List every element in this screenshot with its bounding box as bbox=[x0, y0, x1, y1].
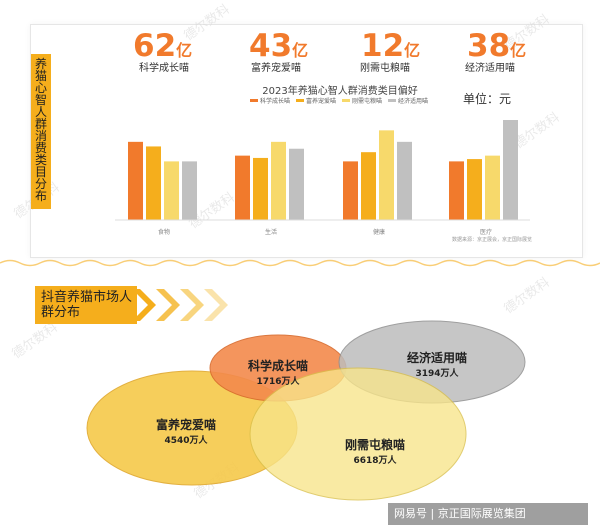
side-title: 养猫心智人群消费类目分布 bbox=[35, 57, 48, 203]
legend-label: 科学成长喵 bbox=[260, 98, 291, 105]
chart-title: 2023年养猫心智人群消费类目偏好 bbox=[262, 86, 418, 97]
watermark: 德尔数科 bbox=[501, 275, 553, 318]
bar-健康-0 bbox=[343, 161, 358, 220]
venn-label: 经济适用喵 3194万人 bbox=[392, 349, 482, 379]
venn-label-name: 富养宠爱喵 bbox=[155, 418, 216, 432]
legend-swatch bbox=[296, 99, 305, 102]
bar-医疗-1 bbox=[467, 159, 482, 220]
legend-item: 刚需屯粮喵 bbox=[342, 96, 382, 105]
bar-健康-1 bbox=[361, 152, 376, 220]
stat-value: 43亿 bbox=[249, 28, 309, 64]
bar-医疗-3 bbox=[503, 120, 518, 220]
stat-label: 刚需屯粮喵 bbox=[360, 63, 410, 74]
legend-swatch bbox=[388, 99, 397, 102]
bar-医疗-2 bbox=[485, 155, 500, 220]
stat-value: 12亿 bbox=[361, 28, 421, 64]
bar-chart bbox=[115, 120, 530, 221]
unit-label: 单位：元 bbox=[463, 92, 512, 106]
bar-健康-2 bbox=[379, 130, 394, 220]
source-note: 数据来源：京正展会，京正国际展览 bbox=[452, 237, 533, 243]
venn-label-name: 科学成长喵 bbox=[247, 359, 308, 373]
venn-label-count: 3194万人 bbox=[415, 369, 459, 379]
category-label: 食物 bbox=[157, 229, 170, 236]
stat-label: 科学成长喵 bbox=[139, 63, 189, 74]
legend-label: 刚需屯粮喵 bbox=[352, 98, 383, 105]
category-label: 生活 bbox=[264, 229, 277, 236]
stat-value: 38亿 bbox=[467, 28, 527, 64]
bar-食物-0 bbox=[128, 141, 143, 220]
legend-item: 富养宠爱喵 bbox=[296, 96, 336, 105]
venn-label-name: 经济适用喵 bbox=[406, 351, 467, 365]
stat-label: 富养宠爱喵 bbox=[251, 63, 301, 74]
category-label: 医疗 bbox=[479, 229, 492, 236]
legend-label: 富养宠爱喵 bbox=[306, 98, 337, 105]
bar-健康-3 bbox=[397, 141, 412, 220]
bar-生活-2 bbox=[271, 141, 286, 220]
bar-生活-0 bbox=[235, 155, 250, 220]
venn-label: 科学成长喵 1716万人 bbox=[238, 357, 318, 387]
divider-wave bbox=[0, 259, 600, 267]
bar-生活-3 bbox=[289, 148, 304, 220]
legend-item: 科学成长喵 bbox=[250, 96, 290, 105]
bar-食物-2 bbox=[164, 161, 179, 220]
stat-value: 62亿 bbox=[133, 28, 193, 64]
venn-label-count: 4540万人 bbox=[164, 436, 208, 446]
category-label: 健康 bbox=[372, 229, 385, 236]
venn-label-count: 1716万人 bbox=[256, 377, 300, 387]
venn-label-name: 刚需屯粮喵 bbox=[344, 438, 405, 452]
venn-circle-gangxu bbox=[249, 367, 467, 501]
bar-食物-1 bbox=[146, 146, 161, 220]
venn-label-count: 6618万人 bbox=[353, 456, 397, 466]
legend-swatch bbox=[250, 99, 258, 102]
legend-swatch bbox=[342, 99, 351, 102]
legend-item: 经济适用喵 bbox=[388, 96, 428, 105]
chart-legend: 科学成长喵 富养宠爱喵 刚需屯粮喵 经济适用喵 bbox=[250, 96, 428, 105]
bar-食物-3 bbox=[182, 161, 197, 220]
venn-diagram bbox=[86, 320, 526, 501]
bar-医疗-0 bbox=[449, 161, 464, 220]
section-title: 抖音养猫市场人群分布 bbox=[35, 286, 137, 324]
legend-label: 经济适用喵 bbox=[398, 98, 429, 105]
footer-credit: 网易号 | 京正国际展览集团 bbox=[388, 503, 588, 525]
venn-label: 富养宠爱喵 4540万人 bbox=[141, 416, 231, 446]
bar-生活-1 bbox=[253, 157, 268, 220]
venn-label: 刚需屯粮喵 6618万人 bbox=[330, 436, 420, 466]
chevron-arrows-icon bbox=[132, 289, 228, 321]
stat-label: 经济适用喵 bbox=[465, 63, 515, 74]
side-title-band bbox=[31, 54, 51, 209]
